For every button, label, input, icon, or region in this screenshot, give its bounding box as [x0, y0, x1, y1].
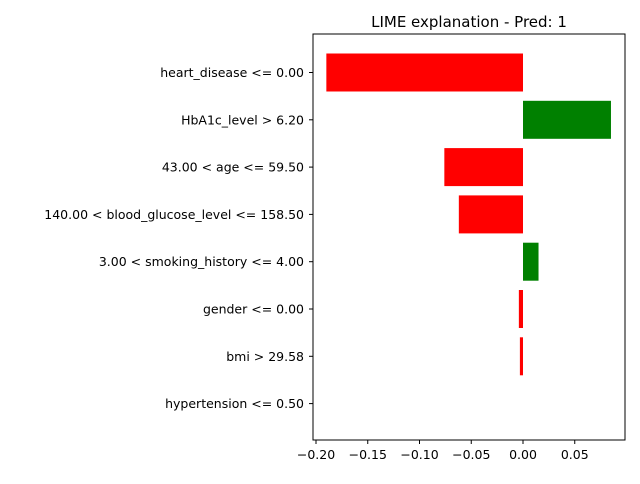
- bar-3: [458, 195, 523, 234]
- bar-6: [519, 337, 523, 376]
- bar-1: [523, 100, 611, 139]
- x-tick-label: −0.10: [400, 447, 438, 462]
- bars-layer: [326, 53, 611, 376]
- y-tick-label: heart_disease <= 0.00: [160, 65, 304, 80]
- x-tick-label: −0.20: [297, 447, 335, 462]
- y-tick-label: gender <= 0.00: [203, 302, 304, 317]
- y-tick-label: 43.00 < age <= 59.50: [162, 160, 304, 175]
- bar-2: [444, 148, 523, 187]
- y-tick-label: 140.00 < blood_glucose_level <= 158.50: [44, 207, 304, 222]
- y-tick-labels: heart_disease <= 0.00 HbA1c_level > 6.20 4…: [44, 65, 313, 411]
- y-tick-label: HbA1c_level > 6.20: [181, 112, 304, 127]
- x-tick-label: 0.05: [561, 447, 589, 462]
- plot-frame: [312, 33, 626, 441]
- y-tick-label: 3.00 < smoking_history <= 4.00: [99, 254, 304, 269]
- y-tick-label: bmi > 29.58: [226, 349, 304, 364]
- x-tick-label: 0.00: [509, 447, 537, 462]
- x-axis: −0.20 −0.15 −0.10 −0.05 0.00 0.05: [297, 440, 589, 462]
- bar-0: [326, 53, 523, 92]
- x-tick-label: −0.15: [349, 447, 387, 462]
- y-tick-label: hypertension <= 0.50: [165, 396, 304, 411]
- chart-title: LIME explanation - Pred: 1: [371, 13, 567, 31]
- bar-5: [518, 290, 523, 328]
- x-tick-label: −0.05: [452, 447, 490, 462]
- bar-4: [523, 242, 539, 281]
